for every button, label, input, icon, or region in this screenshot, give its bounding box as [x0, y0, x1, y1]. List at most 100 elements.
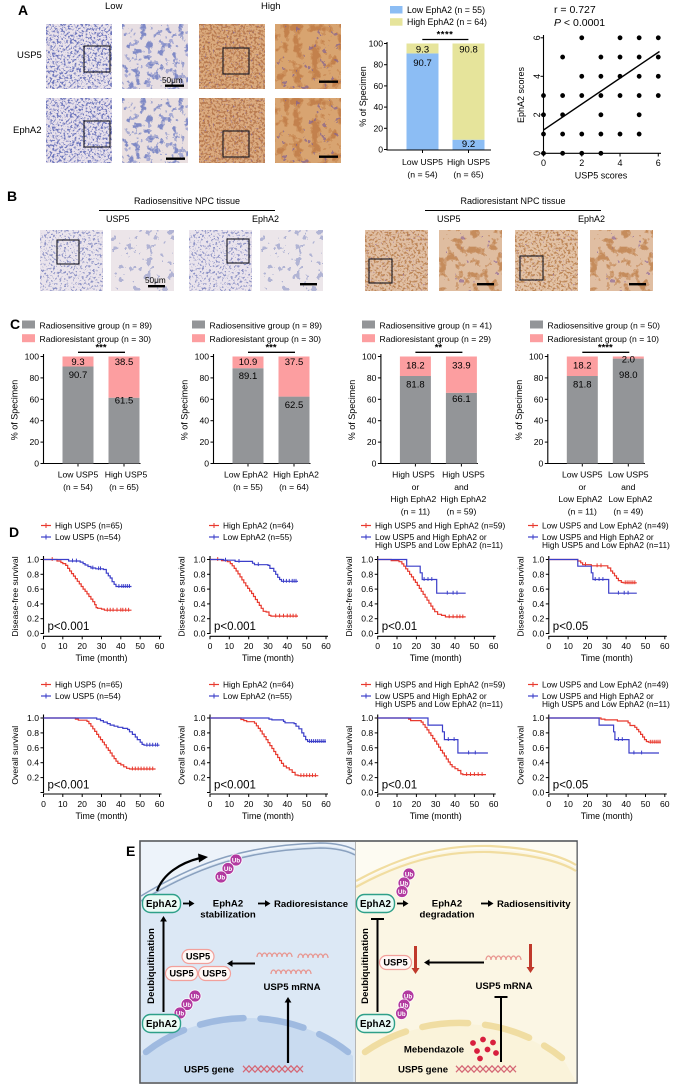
svg-text:0: 0 [378, 145, 383, 155]
svg-text:0: 0 [546, 799, 551, 809]
svg-text:Low EphA2 (n = 55): Low EphA2 (n = 55) [407, 5, 485, 15]
svg-text:40: 40 [621, 641, 631, 651]
svg-text:30: 30 [97, 799, 107, 809]
svg-text:Disease-free survival: Disease-free survival [177, 556, 187, 636]
svg-text:60: 60 [29, 394, 39, 404]
svg-text:High USP5 and Low EphA2 (n=11): High USP5 and Low EphA2 (n=11) [375, 699, 503, 709]
svg-text:9.3: 9.3 [71, 357, 84, 368]
svg-text:Overall survival: Overall survival [515, 726, 525, 785]
svg-text:p<0.001: p<0.001 [48, 780, 90, 792]
svg-text:40: 40 [534, 416, 544, 426]
svg-text:1.0: 1.0 [27, 713, 39, 723]
svg-text:10: 10 [225, 799, 235, 809]
svg-text:0: 0 [372, 459, 377, 469]
svg-text:USP5 mRNA: USP5 mRNA [475, 981, 532, 992]
svg-text:100: 100 [529, 352, 544, 362]
svg-text:0.0: 0.0 [194, 629, 206, 639]
svg-text:98.0: 98.0 [619, 370, 638, 381]
svg-text:80: 80 [373, 60, 383, 70]
svg-text:Radioresistant group (n = 30): Radioresistant group (n = 30) [40, 334, 152, 344]
svg-text:60: 60 [321, 641, 331, 651]
svg-text:% of Specimen: % of Specimen [358, 66, 368, 127]
svg-text:0.6: 0.6 [532, 584, 544, 594]
svg-text:40: 40 [116, 799, 126, 809]
svg-text:0.6: 0.6 [27, 584, 39, 594]
svg-text:10: 10 [392, 799, 402, 809]
svg-text:40: 40 [621, 799, 631, 809]
svg-text:37.5: 37.5 [285, 357, 304, 368]
svg-text:30: 30 [97, 641, 107, 651]
svg-text:9.2: 9.2 [462, 139, 475, 150]
svg-text:1.0: 1.0 [361, 713, 373, 723]
svg-text:0.2: 0.2 [194, 614, 206, 624]
svg-text:50: 50 [135, 799, 145, 809]
svg-text:2: 2 [579, 158, 584, 168]
svg-text:40: 40 [450, 641, 460, 651]
svg-text:90.7: 90.7 [69, 370, 88, 381]
svg-text:C: C [10, 316, 20, 332]
svg-text:0.6: 0.6 [194, 584, 206, 594]
svg-text:0.8: 0.8 [27, 728, 39, 738]
svg-text:Low EphA2: Low EphA2 [558, 494, 602, 504]
svg-text:30: 30 [431, 799, 441, 809]
svg-text:****: **** [598, 343, 613, 354]
svg-text:50: 50 [470, 641, 480, 651]
svg-text:0.2: 0.2 [27, 773, 39, 783]
svg-text:0.6: 0.6 [194, 743, 206, 753]
svg-text:100: 100 [362, 352, 377, 362]
svg-text:0.2: 0.2 [361, 614, 373, 624]
svg-text:Time (month): Time (month) [410, 811, 462, 821]
svg-text:0.4: 0.4 [361, 599, 373, 609]
svg-text:0.2: 0.2 [532, 614, 544, 624]
svg-text:p<0.01: p<0.01 [382, 621, 418, 633]
svg-text:60: 60 [534, 394, 544, 404]
svg-text:Low USP5 (n=54): Low USP5 (n=54) [55, 691, 121, 701]
svg-text:20: 20 [77, 641, 87, 651]
svg-text:6: 6 [532, 35, 542, 40]
svg-text:0.4: 0.4 [27, 599, 39, 609]
svg-text:60: 60 [489, 641, 499, 651]
svg-text:Low USP5: Low USP5 [58, 470, 99, 480]
svg-text:10: 10 [58, 799, 68, 809]
svg-text:Time (month): Time (month) [76, 811, 128, 821]
svg-text:Radiosensitive group (n = 41): Radiosensitive group (n = 41) [380, 320, 493, 330]
svg-text:Time (month): Time (month) [581, 811, 633, 821]
svg-text:Disease-free survival: Disease-free survival [10, 556, 20, 636]
svg-text:0.8: 0.8 [532, 728, 544, 738]
svg-text:30: 30 [602, 641, 612, 651]
svg-text:66.1: 66.1 [452, 394, 471, 405]
svg-text:2: 2 [532, 112, 542, 117]
svg-text:50μm: 50μm [162, 76, 183, 85]
svg-text:81.8: 81.8 [406, 379, 425, 390]
svg-text:0: 0 [41, 641, 46, 651]
svg-text:****: **** [437, 30, 454, 41]
svg-text:p<0.05: p<0.05 [553, 621, 589, 633]
svg-text:60: 60 [489, 799, 499, 809]
svg-text:0.4: 0.4 [194, 758, 206, 768]
svg-text:40: 40 [450, 799, 460, 809]
svg-text:1.0: 1.0 [27, 555, 39, 565]
svg-text:0: 0 [539, 459, 544, 469]
svg-text:1.0: 1.0 [194, 555, 206, 565]
svg-text:USP5: USP5 [186, 952, 210, 962]
svg-text:Low EphA2 (n=55): Low EphA2 (n=55) [223, 691, 292, 701]
svg-text:0.4: 0.4 [194, 599, 206, 609]
svg-text:0.2: 0.2 [532, 773, 544, 783]
svg-text:Low USP5 and High EphA2 or: Low USP5 and High EphA2 or [542, 691, 654, 701]
svg-text:p<0.001: p<0.001 [48, 621, 90, 633]
svg-text:USP5: USP5 [383, 958, 407, 968]
svg-text:% of Specimen: % of Specimen [514, 380, 524, 441]
svg-text:or: or [412, 482, 420, 492]
svg-text:USP5 gene: USP5 gene [398, 1065, 448, 1076]
svg-text:(n = 65): (n = 65) [109, 482, 139, 492]
svg-text:Low USP5 (n=54): Low USP5 (n=54) [55, 532, 121, 542]
svg-text:1.0: 1.0 [532, 555, 544, 565]
svg-text:USP5 mRNA: USP5 mRNA [263, 982, 320, 993]
svg-text:Ub: Ub [400, 1002, 408, 1009]
svg-text:60: 60 [321, 799, 331, 809]
svg-text:Low USP5 and Low EphA2 (n=49): Low USP5 and Low EphA2 (n=49) [542, 680, 669, 690]
svg-text:P < 0.0001: P < 0.0001 [554, 17, 605, 29]
svg-text:High USP5: High USP5 [392, 470, 435, 480]
svg-text:40: 40 [29, 416, 39, 426]
svg-text:USP5: USP5 [202, 969, 226, 979]
